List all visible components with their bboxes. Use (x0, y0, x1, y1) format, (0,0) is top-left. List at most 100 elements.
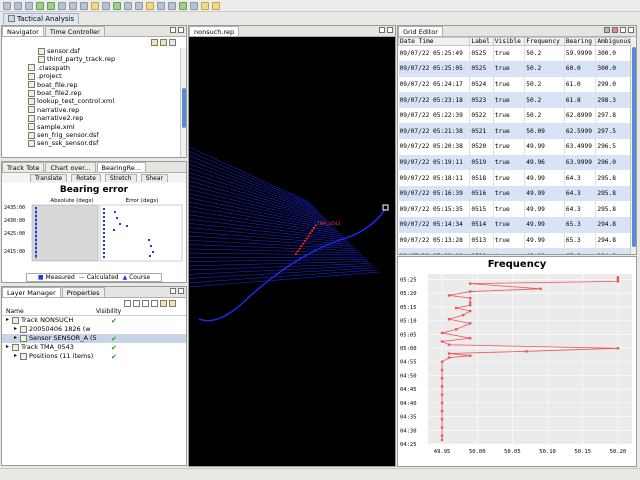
grid-cell[interactable]: 0525 (469, 45, 494, 62)
tma-point[interactable] (305, 237, 308, 240)
tma-point[interactable] (300, 245, 303, 248)
visibility-check-icon[interactable]: ✔ (111, 334, 117, 343)
grid-cell[interactable]: 0513 (469, 232, 494, 249)
grid-cell[interactable]: 0518 (469, 170, 494, 186)
arrow-right-icon[interactable] (212, 1, 220, 10)
layer-row[interactable]: ▸ Sensor SENSOR_A (5 ✔ (2, 334, 186, 343)
grid-cell[interactable]: 49.96 (524, 154, 565, 171)
track-icon[interactable] (168, 1, 176, 10)
range-bearing-icon[interactable] (102, 1, 110, 10)
grid-cell[interactable]: 0525 (469, 61, 494, 77)
ownship-track-line[interactable] (198, 208, 386, 322)
minimize-icon[interactable] (170, 288, 176, 294)
navigator-item[interactable]: .classpath (28, 64, 186, 72)
select-icon[interactable] (80, 1, 88, 10)
grid-cell[interactable]: 50.09 (524, 123, 565, 140)
tma-point[interactable] (302, 242, 305, 245)
grid-cell[interactable]: 50.2 (524, 107, 565, 124)
zoom-out-icon[interactable] (47, 1, 55, 10)
layer-row[interactable]: ▸ Positions (11 items) ✔ (2, 352, 186, 361)
tma-point[interactable] (295, 253, 297, 255)
zoom-in-icon[interactable] (36, 1, 44, 10)
grid-cell[interactable]: 49.99 (524, 217, 565, 233)
tab-track-tote[interactable]: Track Tote (2, 162, 45, 172)
grid-cell[interactable]: 296.0 (595, 154, 636, 171)
expand-icon[interactable]: ▸ (14, 352, 18, 360)
grid-cell[interactable]: 0521 (469, 123, 494, 140)
grid-cell[interactable]: 09/07/22 05:23:18 (398, 92, 471, 108)
collapse-all-icon[interactable] (151, 38, 158, 46)
grid-cell[interactable]: 0520 (469, 139, 494, 155)
maximize-icon[interactable] (178, 27, 184, 33)
link-editor-icon[interactable] (160, 38, 167, 46)
grid-cell[interactable]: 62.5999 (564, 123, 597, 140)
snail-icon[interactable] (146, 1, 154, 10)
grid-row[interactable]: 09/07/22 05:23:18 0523 true 50.2 61.8 298.3 (398, 92, 636, 108)
maximize-icon[interactable] (387, 27, 393, 33)
grid-cell[interactable]: 294.8 (595, 217, 636, 233)
refresh-icon[interactable] (179, 1, 187, 10)
grid-cell[interactable]: 297.5 (595, 123, 636, 140)
grid-cell[interactable]: 09/07/22 05:25:49 (398, 45, 471, 62)
tab-nonsuch-rep[interactable]: nonsuch.rep (189, 26, 240, 36)
grid-cell[interactable]: 49.99 (524, 232, 565, 249)
expand-icon[interactable]: ▸ (6, 343, 10, 351)
save-icon[interactable] (14, 1, 22, 10)
translate-button[interactable]: Translate (30, 174, 68, 182)
grid-cell[interactable]: 49.99 (524, 248, 565, 254)
rotate-button[interactable]: Rotate (71, 174, 101, 182)
layer-row[interactable]: ▸ Track NONSUCH ✔ (2, 316, 186, 325)
grid-row[interactable]: 09/07/22 05:18:11 0518 true 49.99 64.3 295.8 (398, 170, 636, 186)
navigator-item[interactable]: third_party_track.rep (38, 55, 186, 63)
maximize-icon[interactable] (628, 27, 634, 33)
filter-icon[interactable] (190, 1, 198, 10)
tma-point[interactable] (309, 232, 312, 235)
grid-column-header[interactable]: Visible (492, 37, 526, 46)
grid-cell[interactable]: 09/07/22 05:16:39 (398, 185, 471, 202)
navigator-item[interactable]: narrative2.rep (28, 114, 186, 122)
expand-icon[interactable]: ▸ (14, 334, 18, 342)
print-icon[interactable] (25, 1, 33, 10)
visibility-check-icon[interactable] (111, 327, 117, 333)
grid-cell[interactable]: 64.3 (564, 170, 597, 186)
grid-cell[interactable]: 0523 (469, 92, 494, 108)
grid-cell[interactable]: 0516 (469, 185, 494, 202)
number-two-icon[interactable] (151, 299, 158, 307)
grid-cell[interactable]: true (493, 154, 526, 171)
ruler-icon[interactable] (91, 1, 99, 10)
navigator-item[interactable]: sensor.dsf (38, 47, 186, 55)
grid-cell[interactable]: true (493, 45, 526, 62)
visibility-check-icon[interactable]: ✔ (111, 316, 117, 325)
tma-point[interactable] (314, 224, 317, 227)
tma-point[interactable] (296, 250, 299, 253)
navigator-item[interactable]: .project (28, 72, 186, 80)
tab-layer-manager[interactable]: Layer Manager (2, 287, 61, 297)
visibility-check-icon[interactable]: ✔ (111, 352, 117, 361)
play-icon[interactable] (113, 1, 121, 10)
sort-icon[interactable] (133, 299, 140, 307)
tma-point[interactable] (313, 227, 315, 229)
maximize-icon[interactable] (178, 288, 184, 294)
grid-cell[interactable]: 09/07/22 05:12:00 (398, 248, 471, 254)
grid-column-header[interactable]: Date Time (398, 37, 471, 46)
expand-icon[interactable]: ▸ (14, 325, 18, 333)
grid-cell[interactable]: 63.9999 (564, 154, 597, 171)
grid-cell[interactable]: 49.99 (524, 185, 565, 202)
grid-cell[interactable]: 0524 (469, 76, 494, 93)
grid-scrollbar[interactable] (630, 37, 636, 254)
grid-column-header[interactable]: Frequency (524, 37, 565, 46)
tab-navigator[interactable]: Navigator (2, 26, 44, 36)
navigator-item[interactable]: lookup_test_control.xml (28, 97, 186, 105)
grid-cell[interactable]: true (493, 170, 526, 186)
grid-cell[interactable]: 0519 (469, 154, 494, 171)
tab-time-controller[interactable]: Time Controller (44, 26, 105, 36)
grid-cell[interactable]: true (493, 107, 526, 124)
grid-cell[interactable]: 09/07/22 05:20:38 (398, 139, 471, 155)
grid-cell[interactable]: 50.2 (524, 92, 565, 108)
tma-point[interactable] (304, 240, 306, 242)
lock-icon[interactable] (169, 299, 176, 307)
view-menu-icon[interactable] (169, 38, 176, 46)
grid-cell[interactable]: true (493, 123, 526, 140)
grid-cell[interactable]: true (493, 248, 526, 254)
grid-icon[interactable] (157, 1, 165, 10)
